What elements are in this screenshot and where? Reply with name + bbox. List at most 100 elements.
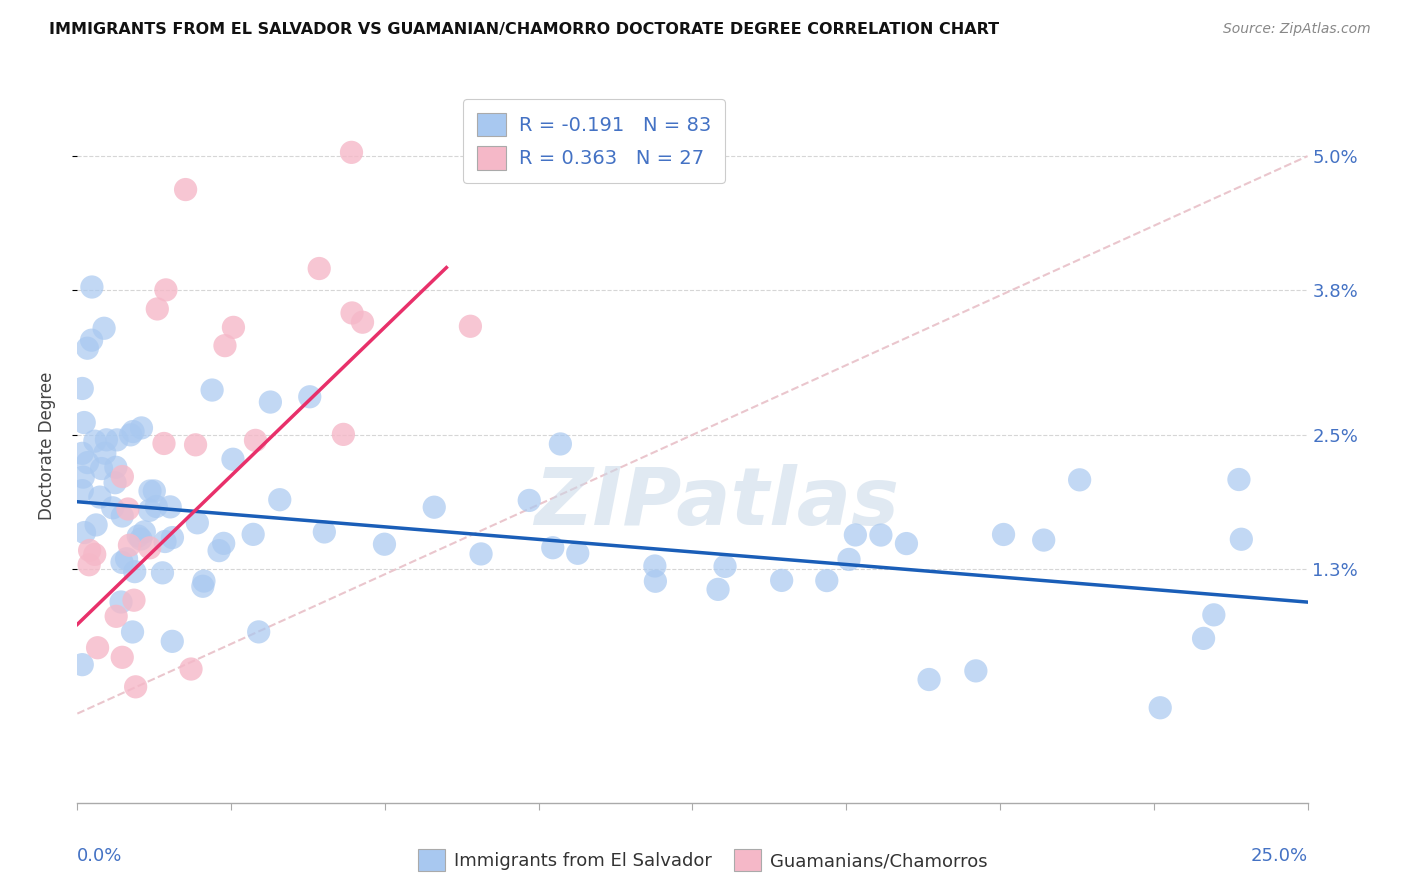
Point <box>644 559 666 574</box>
Point <box>152 566 174 580</box>
Point <box>180 662 202 676</box>
Point <box>423 500 446 515</box>
Point <box>89 490 111 504</box>
Point <box>101 500 124 515</box>
Point <box>93 321 115 335</box>
Point <box>844 528 866 542</box>
Text: Source: ZipAtlas.com: Source: ZipAtlas.com <box>1223 22 1371 37</box>
Text: ZIPatlas: ZIPatlas <box>534 464 900 542</box>
Point <box>1192 632 1215 646</box>
Point <box>70 446 93 460</box>
Point <box>155 283 177 297</box>
Point <box>76 456 98 470</box>
Point <box>80 280 103 294</box>
Point <box>129 532 152 546</box>
Point <box>208 543 231 558</box>
Point <box>1202 607 1225 622</box>
Point <box>104 475 127 490</box>
Point <box>162 531 184 545</box>
Point <box>76 341 98 355</box>
Point <box>242 527 264 541</box>
Point <box>111 508 134 523</box>
Point <box>73 525 96 540</box>
Point <box>115 551 138 566</box>
Point <box>308 261 330 276</box>
Point <box>314 524 336 539</box>
Point <box>111 650 134 665</box>
Point <box>770 574 793 588</box>
Point <box>124 680 146 694</box>
Point <box>965 664 987 678</box>
Point <box>1230 533 1253 547</box>
Point <box>121 624 143 639</box>
Point <box>138 541 160 555</box>
Point <box>120 427 142 442</box>
Point <box>117 502 139 516</box>
Point <box>159 500 181 514</box>
Point <box>193 574 215 588</box>
Point <box>105 433 128 447</box>
Y-axis label: Doctorate Degree: Doctorate Degree <box>38 372 56 520</box>
Point <box>214 338 236 352</box>
Point <box>94 446 117 460</box>
Point <box>1032 533 1054 547</box>
Point <box>111 469 134 483</box>
Point <box>79 543 101 558</box>
Point <box>127 529 149 543</box>
Point <box>896 536 918 550</box>
Point <box>174 182 197 196</box>
Point <box>90 461 112 475</box>
Point <box>153 534 176 549</box>
Point <box>146 301 169 316</box>
Point <box>72 483 94 498</box>
Point <box>70 382 93 396</box>
Point <box>145 500 167 514</box>
Point <box>815 574 838 588</box>
Point <box>131 421 153 435</box>
Point <box>470 547 492 561</box>
Legend: R = -0.191   N = 83, R = 0.363   N = 27: R = -0.191 N = 83, R = 0.363 N = 27 <box>463 99 725 184</box>
Point <box>222 320 245 334</box>
Point <box>373 537 395 551</box>
Point <box>550 437 572 451</box>
Point <box>110 595 132 609</box>
Point <box>245 434 267 448</box>
Point <box>184 438 207 452</box>
Point <box>567 546 589 560</box>
Point <box>86 640 108 655</box>
Point <box>73 416 96 430</box>
Point <box>517 493 540 508</box>
Point <box>340 145 363 160</box>
Point <box>111 555 134 569</box>
Point <box>340 306 363 320</box>
Point <box>122 593 145 607</box>
Point <box>186 516 208 530</box>
Point <box>838 552 860 566</box>
Point <box>139 483 162 498</box>
Point <box>918 673 941 687</box>
Point <box>77 558 100 572</box>
Point <box>134 524 156 539</box>
Point <box>138 503 160 517</box>
Point <box>72 470 94 484</box>
Point <box>222 452 245 467</box>
Point <box>162 634 184 648</box>
Point <box>870 528 893 542</box>
Point <box>83 548 105 562</box>
Point <box>201 383 224 397</box>
Point <box>122 425 145 439</box>
Point <box>124 565 146 579</box>
Point <box>269 492 291 507</box>
Text: IMMIGRANTS FROM EL SALVADOR VS GUAMANIAN/CHAMORRO DOCTORATE DEGREE CORRELATION C: IMMIGRANTS FROM EL SALVADOR VS GUAMANIAN… <box>49 22 1000 37</box>
Point <box>83 434 105 449</box>
Point <box>212 536 235 550</box>
Point <box>298 390 321 404</box>
Point <box>191 579 214 593</box>
Point <box>118 538 141 552</box>
Point <box>104 460 127 475</box>
Point <box>70 657 93 672</box>
Point <box>644 574 666 589</box>
Point <box>352 315 374 329</box>
Point <box>84 517 107 532</box>
Text: 25.0%: 25.0% <box>1250 847 1308 865</box>
